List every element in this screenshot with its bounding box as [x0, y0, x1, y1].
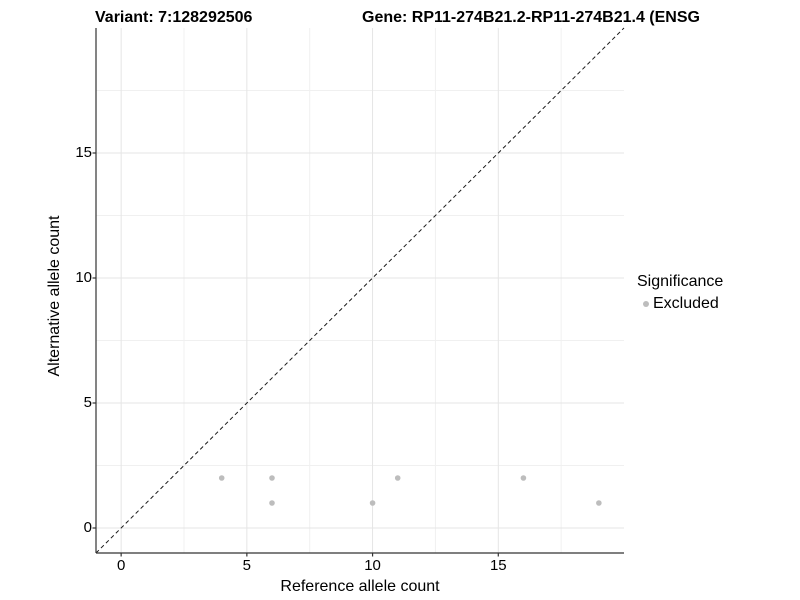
data-point: [394, 475, 401, 481]
x-tick-label: 0: [116, 557, 126, 574]
data-point: [596, 500, 602, 506]
y-tick-label: 10: [75, 269, 92, 286]
identity-line: [95, 27, 625, 554]
x-tick-label: 5: [242, 557, 252, 574]
y-tick-label: 15: [75, 144, 92, 161]
data-point: [218, 475, 225, 481]
legend-item-label: Excluded: [653, 295, 719, 312]
gene-title: Gene: RP11-274B21.2-RP11-274B21.4 (ENSG: [362, 9, 700, 26]
x-axis-title: Reference allele count: [280, 578, 440, 595]
legend-item-excluded: Excluded: [637, 294, 723, 313]
data-point: [369, 500, 376, 506]
legend-title: Significance: [637, 273, 724, 290]
x-tick-label: 10: [364, 557, 381, 574]
variant-title: Variant: 7:128292506: [95, 9, 253, 26]
dot-icon: [643, 300, 649, 307]
y-tick-label: 5: [83, 394, 92, 411]
y-axis-title: Alternative allele count: [46, 215, 63, 377]
legend: Significance Excluded: [637, 272, 723, 313]
data-point: [520, 475, 527, 481]
data-point: [269, 500, 275, 506]
x-tick-label: 15: [489, 557, 507, 574]
data-point: [269, 475, 275, 481]
y-tick-label: 0: [83, 519, 92, 536]
